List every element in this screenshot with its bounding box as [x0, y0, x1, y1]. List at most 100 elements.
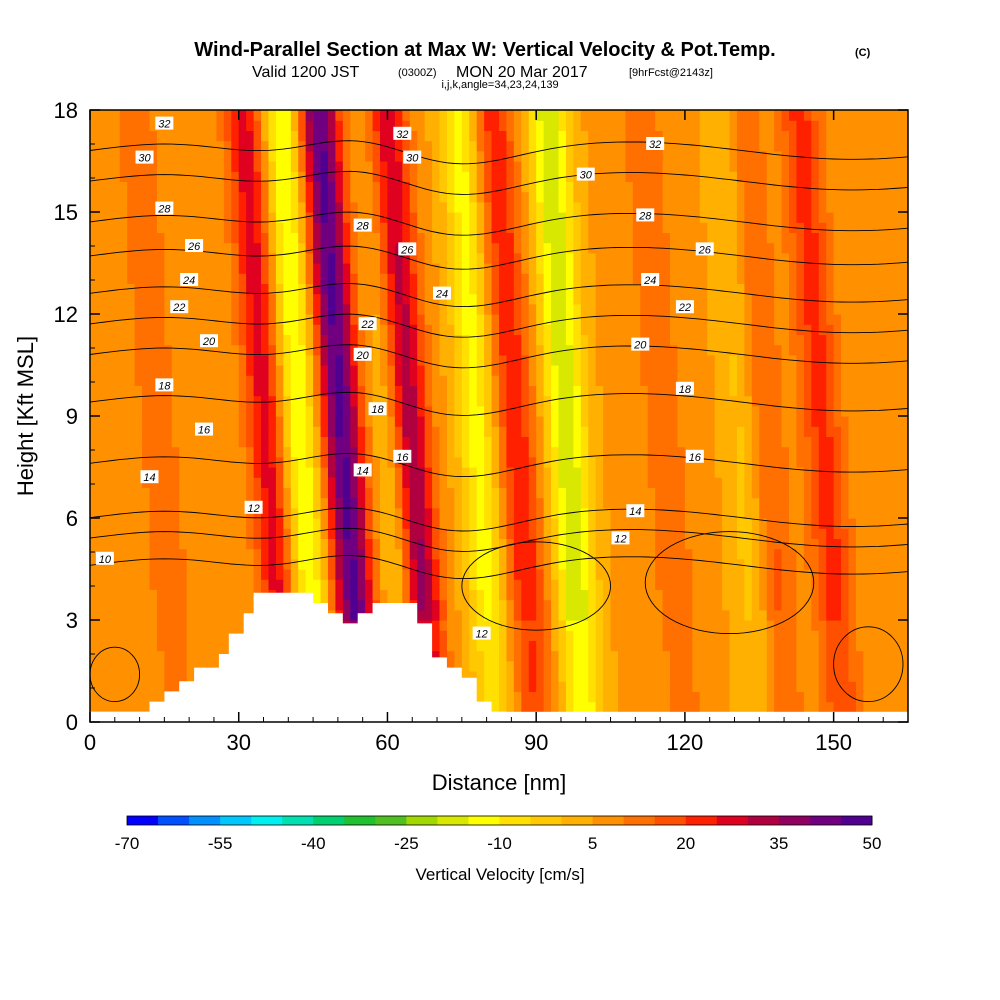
- field-cell: [766, 497, 775, 509]
- field-cell: [305, 579, 314, 590]
- field-cell: [580, 548, 589, 560]
- field-cell: [231, 426, 240, 437]
- field-cell: [127, 569, 136, 580]
- field-cell: [179, 416, 188, 427]
- field-cell: [855, 395, 864, 407]
- field-cell: [870, 324, 879, 335]
- field-cell: [149, 518, 158, 529]
- field-cell: [394, 436, 403, 448]
- field-cell: [521, 579, 530, 590]
- field-cell: [789, 630, 798, 641]
- field-cell: [186, 579, 195, 590]
- field-cell: [580, 691, 589, 703]
- field-cell: [573, 518, 582, 529]
- field-cell: [365, 456, 374, 468]
- field-cell: [305, 395, 314, 407]
- field-cell: [290, 528, 299, 539]
- field-cell: [409, 334, 418, 346]
- field-cell: [662, 630, 671, 641]
- field-cell: [766, 436, 775, 448]
- field-cell: [558, 507, 567, 519]
- field-cell: [446, 538, 455, 550]
- field-cell: [476, 477, 485, 488]
- field-cell: [647, 395, 656, 407]
- field-cell: [818, 630, 827, 641]
- field-cell: [781, 691, 790, 703]
- field-cell: [893, 579, 902, 590]
- field-cell: [216, 365, 225, 376]
- field-cell: [789, 620, 798, 631]
- field-cell: [855, 609, 864, 621]
- field-cell: [580, 273, 589, 284]
- field-cell: [744, 467, 753, 478]
- field-cell: [521, 518, 530, 529]
- field-cell: [201, 416, 210, 427]
- field-cell: [394, 579, 403, 590]
- field-cell: [878, 334, 887, 346]
- field-cell: [543, 691, 552, 703]
- field-cell: [231, 446, 240, 458]
- field-cell: [409, 416, 418, 427]
- field-cell: [870, 436, 879, 448]
- field-cell: [729, 375, 738, 386]
- field-cell: [305, 467, 314, 478]
- field-cell: [491, 283, 500, 295]
- field-cell: [476, 354, 485, 366]
- field-cell: [186, 660, 195, 672]
- field-cell: [603, 487, 612, 499]
- field-cell: [803, 293, 812, 305]
- field-cell: [722, 671, 731, 682]
- field-cell: [878, 456, 887, 468]
- field-cell: [826, 416, 835, 427]
- field-cell: [484, 314, 493, 325]
- field-cell: [156, 334, 165, 346]
- field-cell: [112, 579, 121, 590]
- field-cell: [640, 303, 649, 315]
- field-cell: [818, 344, 827, 356]
- field-cell: [699, 671, 708, 682]
- field-cell: [469, 324, 478, 335]
- field-cell: [268, 456, 277, 468]
- field-cell: [142, 660, 151, 672]
- field-cell: [231, 314, 240, 325]
- field-cell: [610, 416, 619, 427]
- field-cell: [201, 599, 210, 611]
- field-cell: [580, 375, 589, 386]
- field-cell: [164, 518, 173, 529]
- field-cell: [127, 334, 136, 346]
- field-cell: [826, 375, 835, 386]
- field-cell: [186, 650, 195, 662]
- field-cell: [870, 558, 879, 570]
- field-cell: [216, 620, 225, 631]
- field-cell: [357, 385, 366, 397]
- field-cell: [313, 569, 322, 580]
- field-cell: [327, 283, 336, 295]
- field-cell: [327, 548, 336, 560]
- field-cell: [551, 375, 560, 386]
- field-cell: [617, 681, 627, 692]
- field-cell: [722, 701, 731, 713]
- field-cell: [387, 446, 396, 458]
- field-cell: [744, 701, 753, 713]
- field-cell: [156, 252, 165, 264]
- field-cell: [268, 467, 277, 478]
- field-cell: [528, 691, 537, 703]
- field-cell: [766, 273, 775, 284]
- field-cell: [104, 671, 113, 682]
- field-cell: [223, 446, 232, 458]
- field-cell: [536, 599, 545, 611]
- field-cell: [231, 263, 240, 274]
- field-cell: [736, 691, 745, 703]
- field-cell: [491, 671, 500, 682]
- field-cell: [855, 528, 864, 539]
- field-cell: [796, 538, 805, 550]
- field-cell: [417, 395, 426, 407]
- field-cell: [684, 518, 693, 529]
- field-cell: [439, 314, 448, 325]
- field-cell: [573, 660, 582, 672]
- field-cell: [848, 334, 857, 346]
- field-cell: [461, 324, 470, 335]
- field-cell: [692, 660, 701, 672]
- field-cell: [595, 650, 604, 662]
- field-cell: [826, 691, 835, 703]
